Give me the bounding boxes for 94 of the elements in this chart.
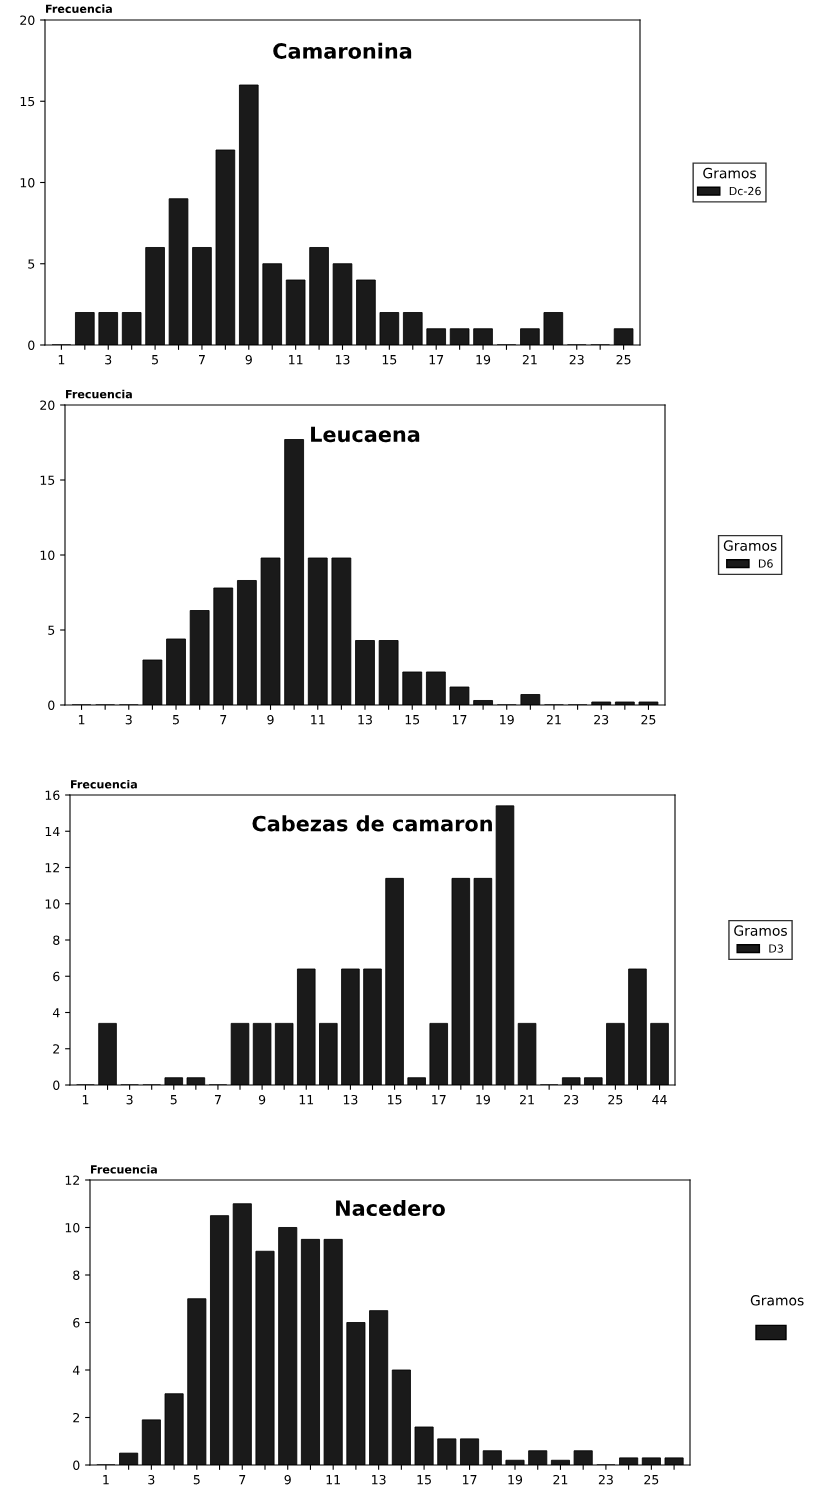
x-tick-label: 1 bbox=[103, 1475, 109, 1485]
y-tick-label: 15 bbox=[20, 96, 35, 107]
y-tick-label: 5 bbox=[48, 625, 55, 635]
x-tick-label: 19 bbox=[508, 1474, 523, 1485]
x-tick-label: 17 bbox=[432, 1095, 446, 1105]
y-axis-title: Frecuencia bbox=[91, 1164, 157, 1174]
y-tick-label: 2 bbox=[53, 1044, 60, 1054]
x-tick-label: 1 bbox=[78, 715, 85, 725]
x-tick-label: 19 bbox=[500, 714, 514, 725]
y-tick-label: 12 bbox=[65, 1175, 80, 1185]
y-tick-label: 10 bbox=[45, 899, 60, 909]
legend-title: Gramos bbox=[734, 925, 787, 936]
x-tick-label: 3 bbox=[148, 1474, 155, 1485]
x-tick-label: 5 bbox=[170, 1095, 177, 1105]
x-tick-label: 23 bbox=[569, 354, 584, 365]
x-tick-label: 21 bbox=[546, 714, 561, 725]
x-tick-label: 9 bbox=[284, 1474, 291, 1485]
x-tick-label: 1 bbox=[82, 1095, 89, 1105]
text: Camaronina bbox=[273, 42, 412, 59]
legend-title: Gramos bbox=[703, 167, 757, 179]
x-tick-label: 15 bbox=[382, 355, 397, 365]
y-axis-title: Frecuencia bbox=[71, 779, 137, 789]
x-tick-label: 25 bbox=[616, 354, 631, 365]
y-tick-label: 4 bbox=[72, 1365, 80, 1375]
y-tick-label: 0 bbox=[48, 700, 55, 710]
x-tick-label: 17 bbox=[429, 355, 444, 365]
x-tick-label: 15 bbox=[417, 1475, 431, 1485]
y-axis-title: Frecuencia bbox=[46, 4, 112, 13]
x-tick-label: 5 bbox=[193, 1475, 200, 1485]
x-tick-label: 7 bbox=[220, 715, 227, 725]
x-tick-label: 23 bbox=[564, 1094, 579, 1105]
legend-title: Gramos bbox=[723, 540, 777, 551]
y-tick-label: 6 bbox=[73, 1317, 80, 1328]
x-tick-label: 13 bbox=[335, 354, 350, 365]
x-tick-label: 17 bbox=[452, 715, 467, 725]
y-tick-label: 4 bbox=[52, 1008, 60, 1018]
y-tick-label: 10 bbox=[20, 177, 35, 188]
x-tick-label: 25 bbox=[641, 714, 656, 725]
legend-label: D3 bbox=[769, 944, 783, 953]
x-tick-label: 3 bbox=[125, 714, 132, 725]
y-axis-title: Frecuencia bbox=[66, 389, 132, 399]
x-tick-label: 13 bbox=[343, 1094, 358, 1105]
x-tick-label: 1 bbox=[58, 355, 65, 365]
x-tick-label: 9 bbox=[258, 1094, 266, 1105]
x-tick-label: 25 bbox=[608, 1094, 623, 1105]
y-tick-label: 0 bbox=[73, 1460, 80, 1470]
y-tick-label: 10 bbox=[65, 1222, 80, 1233]
text: Gramos bbox=[750, 1295, 804, 1306]
x-tick-label: 19 bbox=[476, 1094, 490, 1105]
x-tick-label: 11 bbox=[299, 1095, 314, 1105]
x-tick-label: 7 bbox=[214, 1095, 221, 1105]
x-tick-label: 21 bbox=[553, 1474, 568, 1485]
y-tick-label: 10 bbox=[40, 550, 55, 560]
x-tick-label: 11 bbox=[289, 355, 303, 365]
x-tick-label: 21 bbox=[522, 354, 537, 365]
x-tick-label: 7 bbox=[239, 1475, 246, 1485]
text: Leucaena bbox=[311, 426, 420, 443]
x-tick-label: 15 bbox=[388, 1095, 402, 1105]
legend-label: Dc-26 bbox=[729, 186, 761, 196]
x-tick-label: 9 bbox=[245, 354, 252, 365]
legend-label: D6 bbox=[758, 559, 773, 568]
y-tick-label: 8 bbox=[53, 935, 60, 945]
x-tick-label: 3 bbox=[126, 1094, 133, 1105]
x-tick-label: 7 bbox=[199, 355, 205, 365]
y-tick-label: 6 bbox=[53, 971, 60, 982]
y-tick-label: 20 bbox=[40, 400, 55, 410]
x-tick-label: 5 bbox=[173, 715, 179, 725]
x-tick-label: 44 bbox=[652, 1095, 667, 1105]
text: Cabezas de camaron bbox=[252, 815, 492, 832]
x-tick-label: 11 bbox=[326, 1475, 340, 1485]
y-tick-label: 5 bbox=[28, 259, 35, 269]
x-tick-label: 13 bbox=[358, 714, 372, 725]
y-tick-label: 12 bbox=[45, 862, 60, 873]
x-tick-label: 13 bbox=[372, 1474, 386, 1485]
x-tick-label: 15 bbox=[405, 715, 420, 725]
x-tick-label: 3 bbox=[105, 354, 112, 365]
x-tick-label: 23 bbox=[594, 714, 609, 725]
y-tick-label: 8 bbox=[73, 1270, 80, 1280]
x-tick-label: 25 bbox=[644, 1474, 659, 1485]
y-tick-label: 0 bbox=[53, 1080, 60, 1090]
y-tick-label: 16 bbox=[45, 790, 60, 800]
text: Nacedero bbox=[336, 1199, 445, 1217]
y-tick-label: 0 bbox=[28, 340, 35, 350]
y-tick-label: 2 bbox=[73, 1412, 80, 1423]
y-tick-label: 15 bbox=[40, 475, 55, 485]
y-tick-label: 14 bbox=[45, 826, 60, 836]
y-tick-label: 20 bbox=[20, 15, 35, 25]
x-tick-label: 19 bbox=[476, 354, 491, 365]
x-tick-label: 11 bbox=[311, 715, 325, 725]
x-tick-label: 9 bbox=[267, 714, 274, 725]
x-tick-label: 21 bbox=[520, 1094, 534, 1105]
x-tick-label: 17 bbox=[462, 1475, 477, 1485]
x-tick-label: 5 bbox=[152, 355, 158, 365]
x-tick-label: 23 bbox=[598, 1474, 613, 1485]
